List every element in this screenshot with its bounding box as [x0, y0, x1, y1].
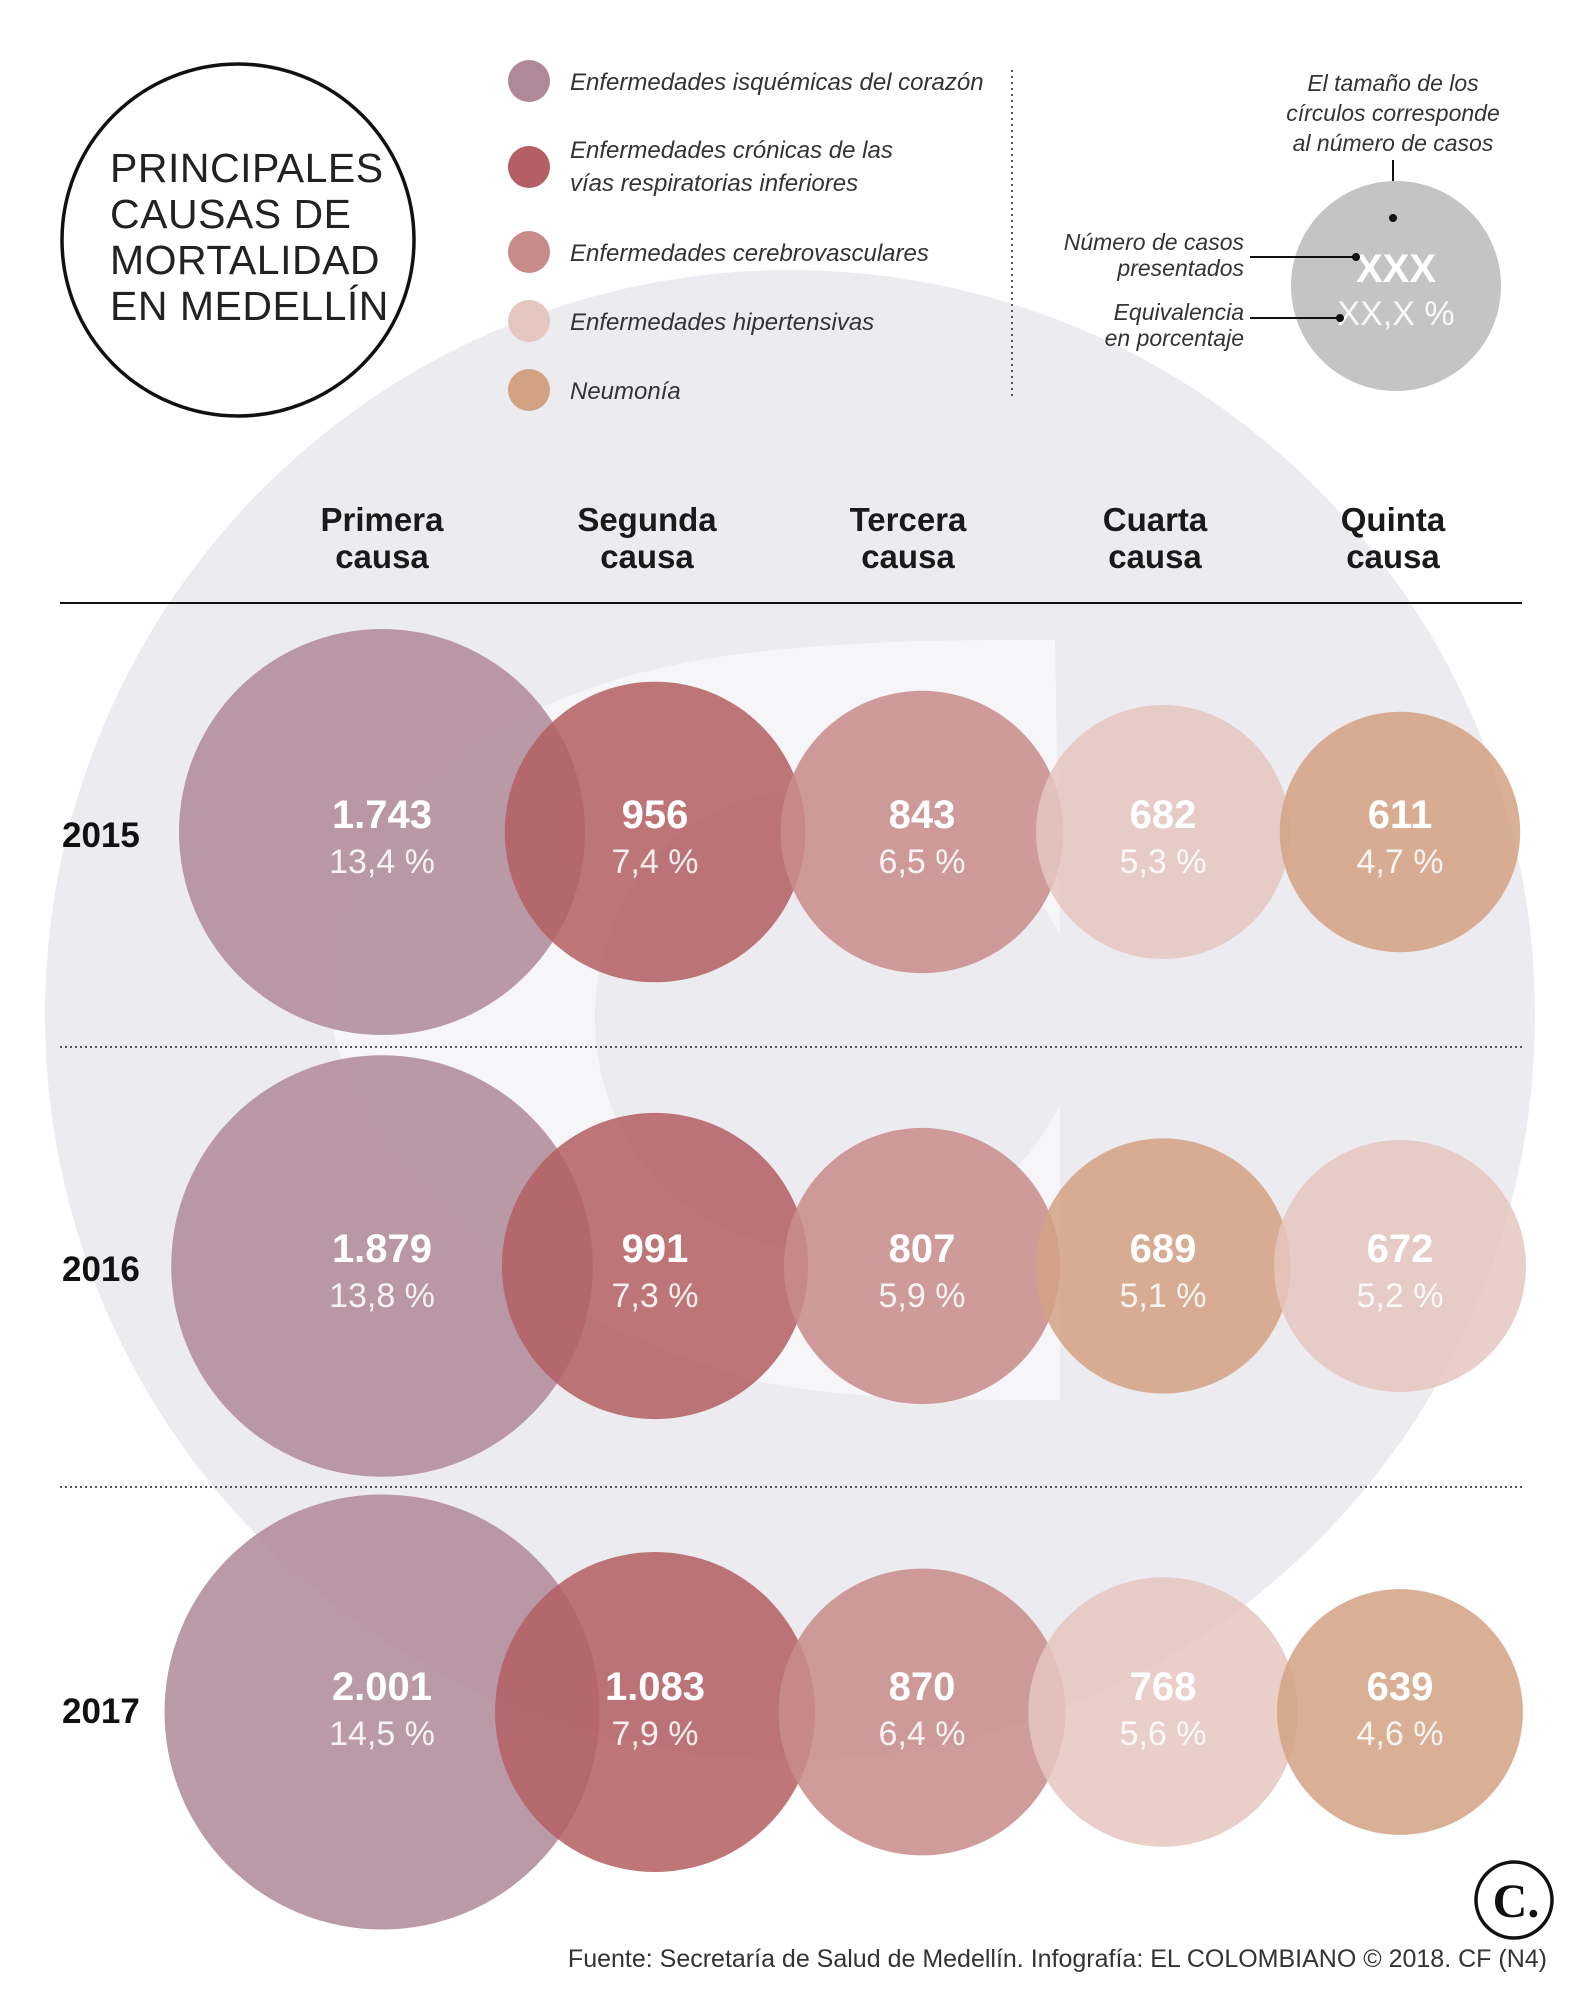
- el-colombiano-logo: [1474, 1860, 1554, 1940]
- legend-label-pneumonia: Neumonía: [570, 378, 681, 405]
- footer: C. Fuente: Secretaría de Salud de Medell…: [568, 1860, 1554, 1973]
- legend-swatch-hypertensive: [508, 300, 550, 342]
- bubble-2017-5-percent-label: 4,6 %: [1357, 1715, 1444, 1753]
- bubble-2016-1-percent-label: 13,8 %: [329, 1277, 435, 1315]
- size-note-line-3: al número de casos: [1293, 130, 1494, 156]
- legend-swatch-pneumonia: [508, 369, 550, 411]
- bubble-2015-4-percent-label: 5,3 %: [1120, 843, 1207, 881]
- bubble-2016-1-cases-label: 1.879: [332, 1227, 432, 1271]
- bubble-2015-1-cases-label: 1.743: [332, 793, 432, 837]
- col-header-2-line-2: causa: [600, 538, 694, 575]
- legend-swatch-respiratory: [508, 146, 550, 188]
- bubble-2015-2-cases-label: 956: [622, 793, 689, 837]
- title-line-1: PRINCIPALES: [110, 145, 384, 191]
- size-explanation: El tamaño de los círculos corresponde al…: [1064, 70, 1501, 391]
- cases-pointer-dot: [1352, 253, 1360, 261]
- bubble-2016-3-cases-label: 807: [889, 1227, 956, 1271]
- bubble-2017-2-percent-label: 7,9 %: [612, 1715, 699, 1753]
- bubble-2016-4-neumonia: [1035, 1138, 1291, 1394]
- col-header-3-line-1: Tercera: [850, 501, 967, 538]
- title-circle: [60, 62, 416, 418]
- year-label-2017: 2017: [62, 1692, 140, 1731]
- legend-label-respiratory-line-1: Enfermedades crónicas de las: [570, 137, 893, 164]
- bubble-2015-5-neumonia: [1279, 711, 1521, 953]
- year-label-2015: 2015: [62, 816, 140, 855]
- bubble-2017-4-percent-label: 5,6 %: [1120, 1715, 1207, 1753]
- title-line-2: CAUSAS DE: [110, 191, 351, 237]
- logo-mark: C.: [1493, 1875, 1540, 1928]
- bubble-2016-5-enfermedades-hipertensivas: [1274, 1140, 1526, 1392]
- title-line-3: MORTALIDAD: [110, 237, 380, 283]
- sample-percent-value: XX,X %: [1337, 295, 1454, 333]
- bubble-2016-2-cases-label: 991: [622, 1227, 689, 1271]
- bubble-2017-4-cases-label: 768: [1130, 1665, 1197, 1709]
- legend-label-cerebrovascular: Enfermedades cerebrovasculares: [570, 240, 929, 267]
- bubble-2015-3-percent-label: 6,5 %: [879, 843, 966, 881]
- col-header-1-line-1: Primera: [321, 501, 445, 538]
- col-header-1-line-2: causa: [335, 538, 429, 575]
- col-header-5-line-2: causa: [1346, 538, 1440, 575]
- col-header-4-line-1: Cuarta: [1103, 501, 1208, 538]
- bubble-grid: 1.743 13,4 % 956 7,4 % 843 6,5 % 682 5,3 % 611 4,…: [164, 629, 1526, 1930]
- bubble-2017-1-enfermedades-isquemicas-del-corazon: [164, 1494, 600, 1930]
- bubble-2016-4-cases-label: 689: [1130, 1227, 1197, 1271]
- bubble-2015-5-percent-label: 4,7 %: [1357, 843, 1444, 881]
- bubble-2015-3-enfermedades-cerebrovasculares: [780, 690, 1064, 974]
- bubble-2017-3-enfermedades-cerebrovasculares: [778, 1568, 1066, 1856]
- title-line-4: EN MEDELLÍN: [110, 283, 389, 329]
- bubble-2016-3-percent-label: 5,9 %: [879, 1277, 966, 1315]
- cases-label-line-2: presentados: [1116, 255, 1244, 281]
- footer-source: Fuente: Secretaría de Salud de Medellín.…: [568, 1945, 1547, 1973]
- bubble-2016-1-enfermedades-isquemicas-del-corazon: [171, 1055, 593, 1477]
- sample-circle: [1291, 181, 1501, 391]
- col-header-5-line-1: Quinta: [1341, 501, 1446, 538]
- bubble-2016-2-enfermedades-cronicas-de-las-vias-respiratorias-inferiores: [501, 1112, 809, 1420]
- size-note-line-1: El tamaño de los: [1307, 70, 1479, 96]
- cases-label-line-1: Número de casos: [1064, 229, 1245, 255]
- bubble-2015-3-cases-label: 843: [889, 793, 956, 837]
- bubble-2017-3-percent-label: 6,4 %: [879, 1715, 966, 1753]
- bubble-2015-1-enfermedades-isquemicas-del-corazon: [179, 629, 585, 1035]
- size-note-line-2: círculos corresponde: [1286, 100, 1500, 126]
- bubble-2015-1-percent-label: 13,4 %: [329, 843, 435, 881]
- bubble-2017-5-neumonia: [1277, 1589, 1523, 1835]
- column-headers: Primera causa Segunda causa Tercera caus…: [321, 501, 1446, 575]
- year-label-2016: 2016: [62, 1250, 140, 1289]
- legend-swatch-cerebrovascular: [508, 231, 550, 273]
- bubble-2016-5-cases-label: 672: [1367, 1227, 1434, 1271]
- percent-label-line-1: Equivalencia: [1114, 299, 1244, 325]
- size-note-pointer-dot: [1389, 214, 1397, 222]
- bubble-2017-5-cases-label: 639: [1367, 1665, 1434, 1709]
- col-header-3-line-2: causa: [861, 538, 955, 575]
- bubble-2015-4-cases-label: 682: [1130, 793, 1197, 837]
- col-header-4-line-2: causa: [1108, 538, 1202, 575]
- bubble-2017-2-enfermedades-cronicas-de-las-vias-respiratorias-inferiores: [495, 1552, 815, 1872]
- col-header-2-line-1: Segunda: [577, 501, 717, 538]
- legend-label-ischemic-heart: Enfermedades isquémicas del corazón: [570, 69, 984, 96]
- legend-label-hypertensive: Enfermedades hipertensivas: [570, 309, 874, 336]
- bubble-2017-3-cases-label: 870: [889, 1665, 956, 1709]
- bubble-2016-5-percent-label: 5,2 %: [1357, 1277, 1444, 1315]
- bubble-2017-1-cases-label: 2.001: [332, 1665, 432, 1709]
- legend-swatch-ischemic-heart: [508, 60, 550, 102]
- bubble-2016-4-percent-label: 5,1 %: [1120, 1277, 1207, 1315]
- sample-cases-value: XXX: [1356, 247, 1436, 291]
- title-badge: PRINCIPALES CAUSAS DE MORTALIDAD EN MEDE…: [60, 62, 416, 418]
- bubble-2016-2-percent-label: 7,3 %: [612, 1277, 699, 1315]
- bubble-2016-3-enfermedades-cerebrovasculares: [783, 1127, 1061, 1405]
- bubble-2017-1-percent-label: 14,5 %: [329, 1715, 435, 1753]
- bubble-2015-4-enfermedades-hipertensivas: [1036, 705, 1290, 959]
- percent-label-line-2: en porcentaje: [1105, 325, 1244, 351]
- legend-label-respiratory-line-2: vías respiratorias inferiores: [570, 170, 858, 197]
- percent-pointer-dot: [1336, 314, 1344, 322]
- bubble-2017-2-cases-label: 1.083: [605, 1665, 705, 1709]
- legend: Enfermedades isquémicas del corazón Enfe…: [508, 60, 984, 411]
- bubble-2015-2-percent-label: 7,4 %: [612, 843, 699, 881]
- bubble-2015-2-enfermedades-cronicas-de-las-vias-respiratorias-inferiores: [504, 681, 806, 983]
- bubble-2017-4-enfermedades-hipertensivas: [1028, 1577, 1298, 1847]
- bubble-2015-5-cases-label: 611: [1368, 793, 1433, 837]
